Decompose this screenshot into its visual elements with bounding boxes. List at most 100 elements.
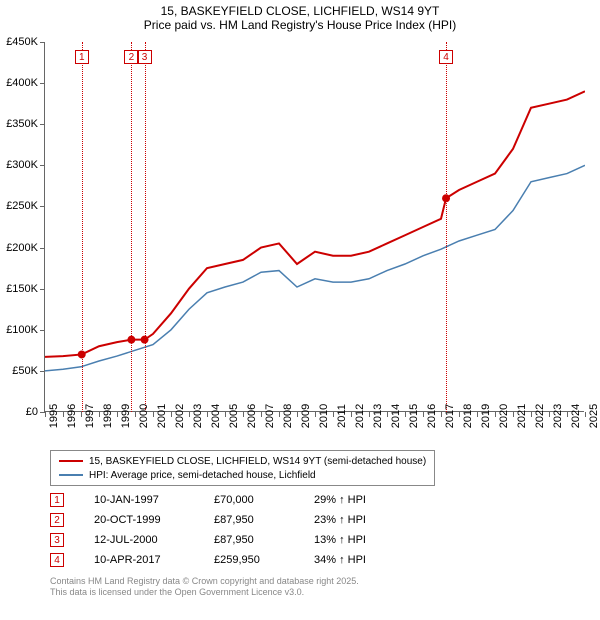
y-tick-label: £100K (6, 324, 38, 336)
transaction-marker-box: 2 (50, 513, 64, 527)
y-tick-mark (40, 289, 45, 290)
x-tick-label: 2012 (354, 404, 366, 428)
transaction-row: 220-OCT-1999£87,95023% ↑ HPI (50, 510, 414, 530)
x-tick-label: 2019 (480, 404, 492, 428)
title-line2: Price paid vs. HM Land Registry's House … (0, 18, 600, 32)
x-tick-label: 2009 (300, 404, 312, 428)
x-tick-label: 2005 (228, 404, 240, 428)
event-marker-box: 1 (75, 50, 89, 64)
x-tick-label: 2004 (210, 404, 222, 428)
line-layer (45, 42, 585, 412)
x-tick-mark (387, 412, 388, 417)
transaction-delta: 23% ↑ HPI (314, 514, 414, 526)
footer-line2: This data is licensed under the Open Gov… (50, 587, 359, 598)
x-tick-label: 2001 (156, 404, 168, 428)
event-vline (145, 42, 146, 412)
legend-swatch (59, 474, 83, 476)
x-tick-label: 2018 (462, 404, 474, 428)
y-tick-label: £0 (26, 406, 38, 418)
transaction-row: 410-APR-2017£259,95034% ↑ HPI (50, 550, 414, 570)
title-line1: 15, BASKEYFIELD CLOSE, LICHFIELD, WS14 9… (0, 4, 600, 18)
x-tick-label: 2020 (498, 404, 510, 428)
transaction-date: 10-JAN-1997 (94, 494, 214, 506)
transaction-date: 12-JUL-2000 (94, 534, 214, 546)
y-tick-label: £50K (12, 365, 38, 377)
x-tick-label: 1998 (102, 404, 114, 428)
y-tick-label: £200K (6, 242, 38, 254)
x-tick-mark (297, 412, 298, 417)
x-tick-label: 1997 (84, 404, 96, 428)
transaction-price: £87,950 (214, 534, 314, 546)
event-vline (446, 42, 447, 412)
transaction-marker-box: 3 (50, 533, 64, 547)
x-tick-label: 2024 (570, 404, 582, 428)
plot-region: 1234 (44, 42, 584, 412)
x-tick-label: 1996 (66, 404, 78, 428)
transaction-delta: 29% ↑ HPI (314, 494, 414, 506)
chart-container: 15, BASKEYFIELD CLOSE, LICHFIELD, WS14 9… (0, 0, 600, 620)
x-tick-label: 2025 (588, 404, 600, 428)
x-tick-mark (513, 412, 514, 417)
x-tick-mark (279, 412, 280, 417)
x-tick-mark (567, 412, 568, 417)
x-tick-label: 2023 (552, 404, 564, 428)
x-tick-label: 2006 (246, 404, 258, 428)
x-tick-mark (585, 412, 586, 417)
x-tick-mark (81, 412, 82, 417)
x-tick-label: 2003 (192, 404, 204, 428)
transaction-delta: 13% ↑ HPI (314, 534, 414, 546)
x-tick-mark (99, 412, 100, 417)
event-marker-box: 4 (439, 50, 453, 64)
x-tick-label: 2002 (174, 404, 186, 428)
x-tick-label: 2011 (336, 404, 348, 428)
y-tick-label: £450K (6, 36, 38, 48)
x-tick-mark (225, 412, 226, 417)
x-tick-mark (333, 412, 334, 417)
x-tick-label: 2007 (264, 404, 276, 428)
series-line-subject (45, 91, 585, 357)
y-tick-label: £300K (6, 159, 38, 171)
event-marker-box: 3 (138, 50, 152, 64)
x-tick-mark (135, 412, 136, 417)
x-tick-mark (207, 412, 208, 417)
x-tick-label: 2010 (318, 404, 330, 428)
x-tick-mark (243, 412, 244, 417)
x-tick-mark (261, 412, 262, 417)
event-vline (131, 42, 132, 412)
x-tick-label: 2014 (390, 404, 402, 428)
x-tick-label: 2021 (516, 404, 528, 428)
x-tick-mark (549, 412, 550, 417)
x-tick-mark (315, 412, 316, 417)
y-tick-mark (40, 42, 45, 43)
transaction-delta: 34% ↑ HPI (314, 554, 414, 566)
x-tick-label: 2022 (534, 404, 546, 428)
x-tick-mark (117, 412, 118, 417)
legend-item: 15, BASKEYFIELD CLOSE, LICHFIELD, WS14 9… (59, 454, 426, 468)
transaction-price: £259,950 (214, 554, 314, 566)
x-tick-mark (369, 412, 370, 417)
x-tick-label: 1995 (48, 404, 60, 428)
transaction-price: £70,000 (214, 494, 314, 506)
y-tick-mark (40, 206, 45, 207)
legend-swatch (59, 460, 83, 462)
chart-area: 1234 £0£50K£100K£150K£200K£250K£300K£350… (44, 42, 584, 412)
legend-label: 15, BASKEYFIELD CLOSE, LICHFIELD, WS14 9… (89, 456, 426, 467)
x-tick-label: 2015 (408, 404, 420, 428)
x-tick-label: 2008 (282, 404, 294, 428)
footer-line1: Contains HM Land Registry data © Crown c… (50, 576, 359, 587)
transaction-row: 1 10-JAN-1997£70,00029% ↑ HPI (50, 490, 414, 510)
y-tick-mark (40, 371, 45, 372)
x-tick-mark (45, 412, 46, 417)
transaction-date: 10-APR-2017 (94, 554, 214, 566)
y-tick-label: £350K (6, 118, 38, 130)
legend: 15, BASKEYFIELD CLOSE, LICHFIELD, WS14 9… (50, 450, 435, 486)
y-tick-label: £250K (6, 200, 38, 212)
legend-label: HPI: Average price, semi-detached house,… (89, 470, 316, 481)
x-tick-mark (189, 412, 190, 417)
transaction-date: 20-OCT-1999 (94, 514, 214, 526)
legend-item: HPI: Average price, semi-detached house,… (59, 468, 426, 482)
y-tick-mark (40, 248, 45, 249)
x-tick-mark (351, 412, 352, 417)
y-tick-mark (40, 124, 45, 125)
transaction-marker-box: 1 (50, 493, 64, 507)
